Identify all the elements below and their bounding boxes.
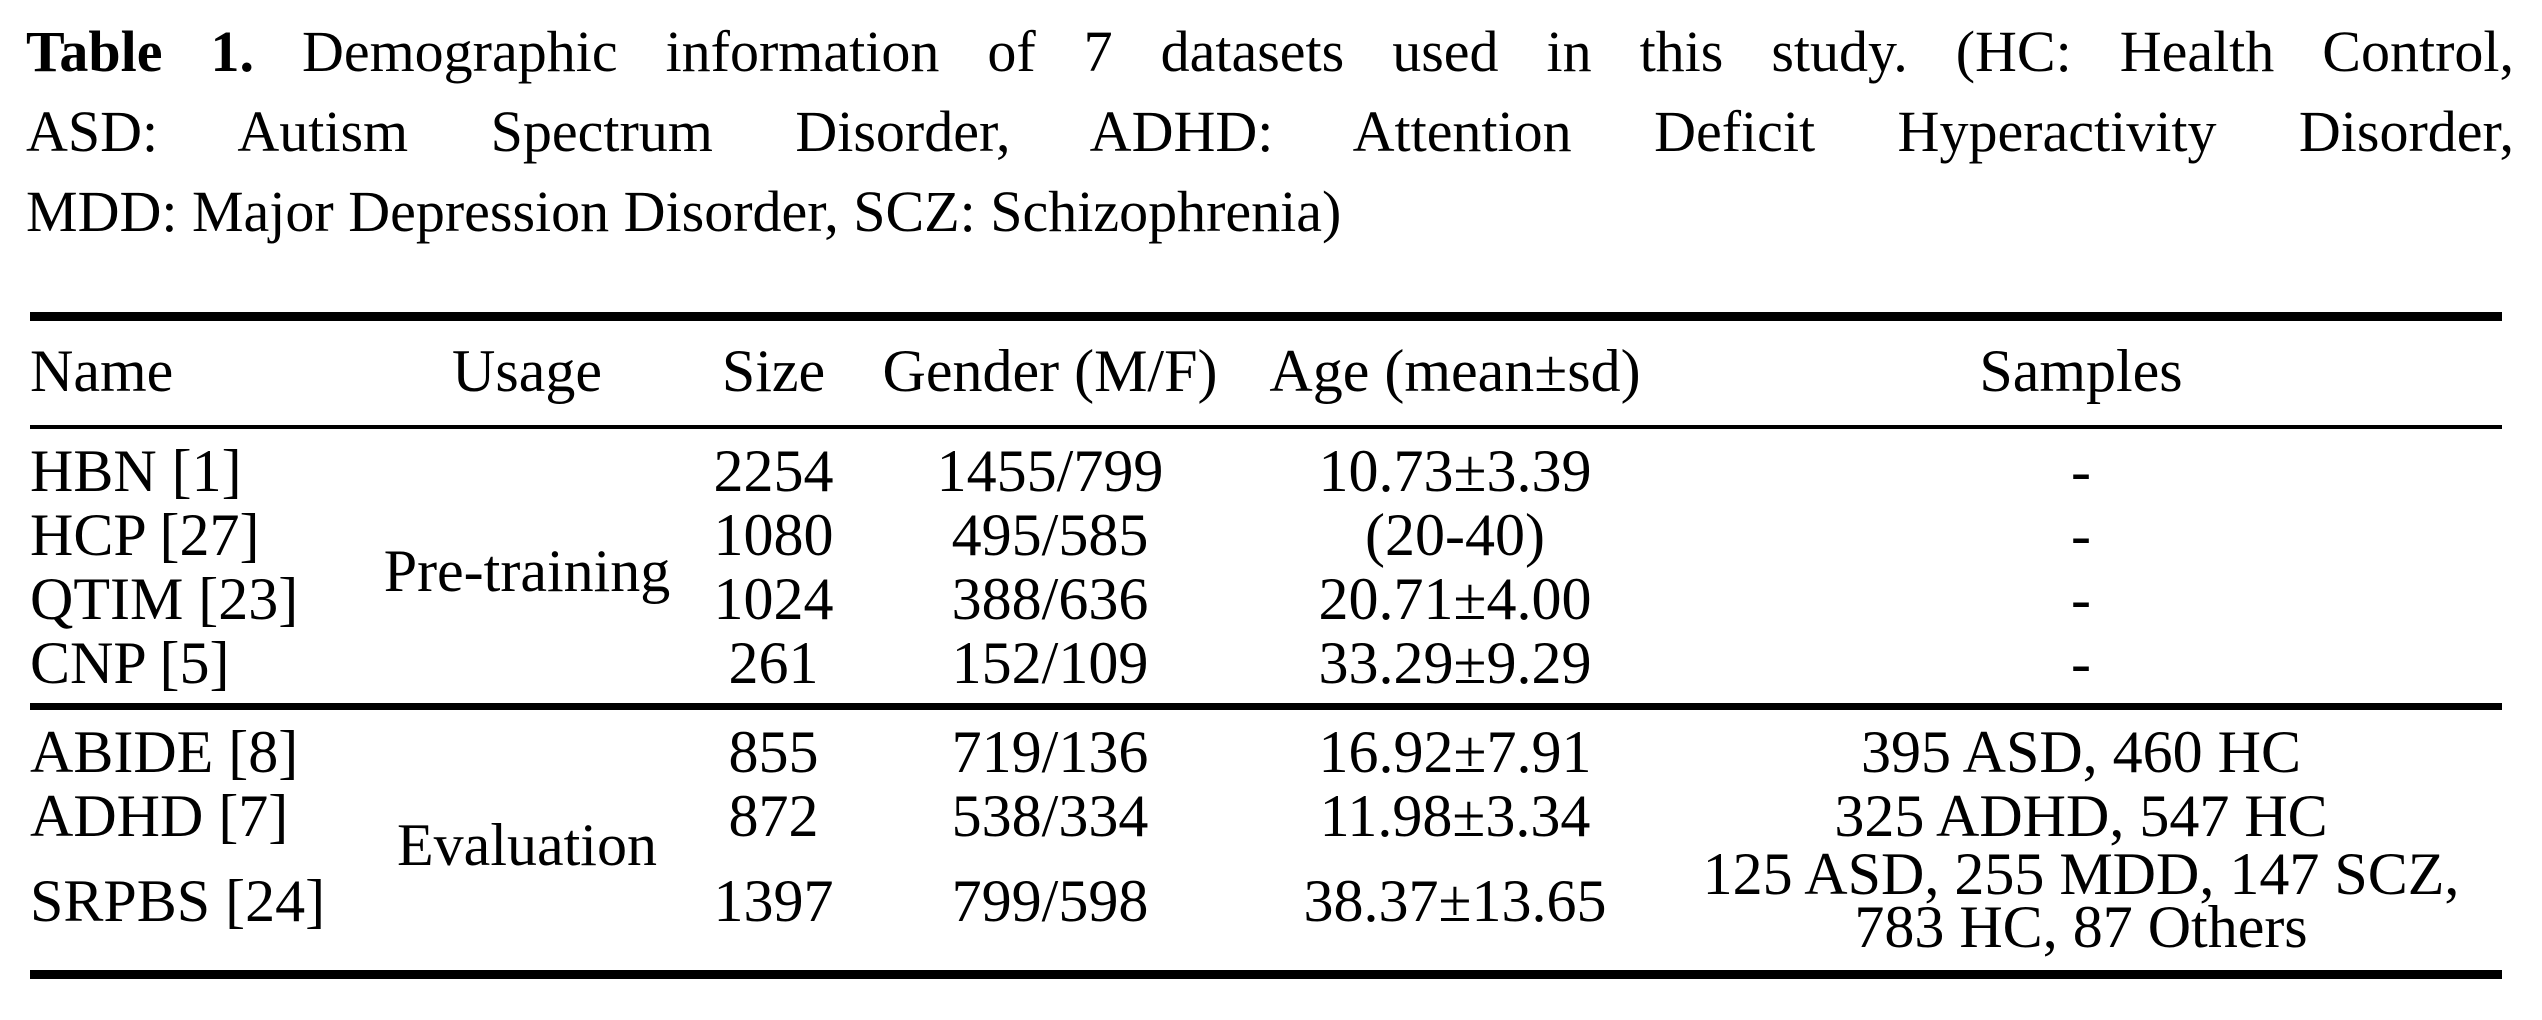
table-row-abide: ABIDE [8] Evaluation 855 719/136 16.92±7… xyxy=(30,707,2502,877)
cell-usage-evaluation: Evaluation xyxy=(397,812,657,878)
cell-samples: - xyxy=(2071,630,2091,696)
group-evaluation: ABIDE [8] Evaluation 855 719/136 16.92±7… xyxy=(30,706,2502,975)
samples-line-2: 783 HC, 87 Others xyxy=(1854,894,2308,960)
table-row-srpbs: SRPBS [24] 1397 799/598 38.37±13.65 125 … xyxy=(30,841,2502,975)
cell-size: 1024 xyxy=(713,566,834,632)
table-row-hbn: HBN [1] Pre-training 2254 1455/799 10.73… xyxy=(30,427,2502,603)
cell-age: 20.71±4.00 xyxy=(1318,566,1592,632)
cell-size: 2254 xyxy=(713,438,834,504)
cell-size: 872 xyxy=(728,783,819,849)
caption-label: Table 1. xyxy=(26,19,254,84)
caption-line-2: ASD: Autism Spectrum Disorder, ADHD: Att… xyxy=(26,92,2514,172)
caption-line-1: Table 1. Demographic information of 7 da… xyxy=(26,12,2514,92)
cell-age: (20-40) xyxy=(1365,502,1545,568)
cell-age: 33.29±9.29 xyxy=(1318,630,1592,696)
cell-name: ADHD [7] xyxy=(30,783,289,849)
cell-age: 38.37±13.65 xyxy=(1303,868,1607,934)
cell-gender: 495/585 xyxy=(951,502,1149,568)
cell-gender: 719/136 xyxy=(951,719,1149,785)
column-header-samples: Samples xyxy=(1979,338,2183,404)
cell-gender: 799/598 xyxy=(951,868,1149,934)
cell-samples: 395 ASD, 460 HC xyxy=(1860,719,2302,785)
table-row-hcp: HCP [27] 1080 495/585 (20-40) - xyxy=(30,503,2502,567)
column-header-age: Age (mean±sd) xyxy=(1269,338,1641,404)
column-header-size: Size xyxy=(721,338,826,404)
cell-gender: 388/636 xyxy=(951,566,1149,632)
cell-gender: 1455/799 xyxy=(936,438,1164,504)
cell-gender: 152/109 xyxy=(951,630,1149,696)
cell-name: HCP [27] xyxy=(30,502,260,568)
caption-text-2: ASD: Autism Spectrum Disorder, ADHD: Att… xyxy=(26,99,2514,164)
table-row-adhd: ADHD [7] 872 538/334 11.98±3.34 325 ADHD… xyxy=(30,784,2502,848)
cell-name: SRPBS [24] xyxy=(30,868,326,934)
cell-samples: - xyxy=(2071,502,2091,568)
column-header-usage: Usage xyxy=(452,338,602,404)
column-header-gender: Gender (M/F) xyxy=(882,338,1218,404)
cell-usage-pretraining: Pre-training xyxy=(383,538,671,604)
table-caption: Table 1. Demographic information of 7 da… xyxy=(26,12,2514,252)
cell-size: 855 xyxy=(728,719,819,785)
cell-samples: 125 ASD, 255 MDD, 147 SCZ, 783 HC, 87 Oth… xyxy=(1660,841,2502,975)
table-row-qtim: QTIM [23] 1024 388/636 20.71±4.00 - xyxy=(30,567,2502,631)
cell-name: ABIDE [8] xyxy=(30,719,299,785)
cell-age: 16.92±7.91 xyxy=(1318,719,1592,785)
cell-age: 10.73±3.39 xyxy=(1318,438,1592,504)
samples-line-1: 125 ASD, 255 MDD, 147 SCZ, xyxy=(1702,841,2460,907)
cell-name: CNP [5] xyxy=(30,630,230,696)
cell-samples: - xyxy=(2071,438,2091,504)
column-header-name: Name xyxy=(30,338,174,404)
cell-samples: 325 ADHD, 547 HC xyxy=(1834,783,2328,849)
cell-name: HBN [1] xyxy=(30,438,242,504)
cell-size: 1080 xyxy=(713,502,834,568)
header-row: Name Usage Size Gender (M/F) Age (mean±s… xyxy=(30,317,2502,427)
cell-name: QTIM [23] xyxy=(30,566,299,632)
caption-line-3: MDD: Major Depression Disorder, SCZ: Sch… xyxy=(26,172,2514,252)
cell-gender: 538/334 xyxy=(951,783,1149,849)
cell-size: 1397 xyxy=(713,868,834,934)
cell-samples: - xyxy=(2071,566,2091,632)
demographics-table: Name Usage Size Gender (M/F) Age (mean±s… xyxy=(30,312,2502,979)
caption-text-1: Demographic information of 7 datasets us… xyxy=(301,19,2514,84)
cell-size: 261 xyxy=(728,630,819,696)
group-pretraining: HBN [1] Pre-training 2254 1455/799 10.73… xyxy=(30,427,2502,707)
table-row-cnp: CNP [5] 261 152/109 33.29±9.29 - xyxy=(30,631,2502,707)
caption-text-3: MDD: Major Depression Disorder, SCZ: Sch… xyxy=(26,179,1342,244)
cell-age: 11.98±3.34 xyxy=(1319,783,1591,849)
